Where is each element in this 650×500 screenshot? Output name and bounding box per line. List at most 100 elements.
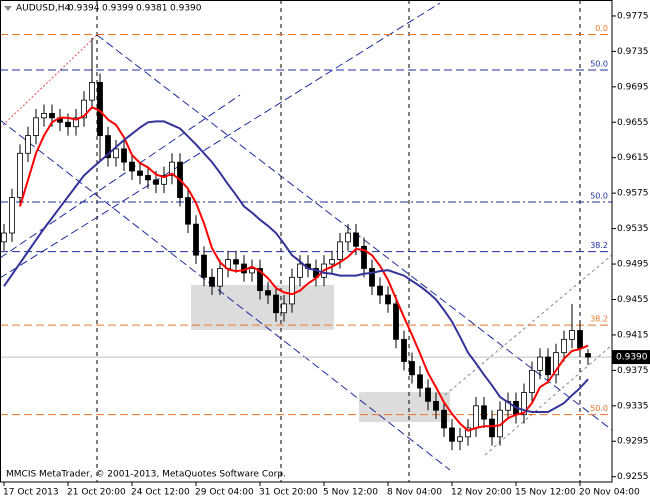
candle-body: [185, 197, 191, 225]
candle-body: [537, 356, 543, 371]
current-price-box: [612, 350, 650, 365]
candle-body: [377, 285, 383, 296]
candle-body: [353, 232, 359, 247]
candle-body: [9, 197, 15, 234]
y-tick-label: 0.9535: [617, 224, 649, 234]
symbol: AUDUSD,H4: [16, 4, 71, 14]
candle-body: [161, 175, 167, 185]
y-tick-label: 0.9455: [617, 295, 649, 305]
candle-body: [449, 427, 455, 442]
candle-body: [393, 303, 399, 340]
candle-body: [113, 148, 119, 159]
y-tick-label: 0.9415: [617, 330, 649, 340]
y-tick-label: 0.9375: [617, 366, 649, 376]
channel-line: [96, 34, 613, 431]
y-tick-label: 0.9255: [617, 472, 649, 482]
copyright: MMCIS MetaTrader, © 2001-2013, MetaQuote…: [6, 470, 286, 480]
candle-body: [489, 418, 495, 438]
candle-body: [337, 241, 343, 261]
candle-body: [553, 352, 559, 376]
x-tick-label: 29 Oct 04:00: [195, 488, 254, 498]
y-tick-label: 0.9335: [617, 401, 649, 411]
candle-body: [577, 330, 583, 349]
candle-body: [441, 409, 447, 429]
candle-body: [153, 179, 159, 185]
candle-body: [1, 232, 7, 243]
y-tick-label: 0.9575: [617, 189, 649, 199]
channel-line: [0, 119, 451, 471]
candle-body: [81, 99, 87, 119]
level-label: 38.2: [590, 241, 608, 250]
candle-body: [545, 356, 551, 376]
open-price: 0.9394: [68, 4, 100, 14]
y-tick-label: 0.9775: [617, 11, 649, 21]
candle-body: [137, 170, 143, 176]
candle-body: [217, 268, 223, 287]
plot: [0, 34, 612, 451]
candle-body: [121, 148, 127, 163]
x-tick-label: 17 Oct 2013: [3, 488, 59, 498]
y-tick-label: 0.9615: [617, 153, 649, 163]
candle-body: [273, 294, 279, 314]
x-tick-label: 24 Oct 12:00: [131, 488, 190, 498]
y-tick-label: 0.9655: [617, 118, 649, 128]
x-tick-label: 31 Oct 20:00: [259, 488, 318, 498]
candle-body: [369, 268, 375, 287]
x-tick-label: 5 Nov 12:00: [323, 488, 378, 498]
level-label: 0.0: [595, 24, 608, 33]
moving-average: [19, 105, 589, 432]
y-tick-label: 0.9735: [617, 47, 649, 57]
candle-body: [89, 82, 95, 101]
candle-body: [73, 117, 79, 128]
candle-body: [521, 392, 527, 416]
candle-body: [569, 330, 575, 340]
x-tick-label: 21 Oct 20:00: [67, 488, 126, 498]
low-price: 0.9381: [136, 4, 168, 14]
candle-body: [329, 259, 335, 265]
candle-body: [265, 290, 271, 296]
candle-body: [249, 268, 255, 274]
level-label: 50.0: [590, 404, 608, 413]
channel-line: [0, 2, 441, 279]
candle-body: [529, 369, 535, 393]
candle-body: [129, 161, 135, 172]
candle-body: [345, 232, 351, 243]
candle-body: [193, 223, 199, 256]
candle-body: [425, 387, 431, 402]
candle-body: [297, 263, 303, 278]
candle-body: [209, 276, 215, 287]
candle-body: [361, 245, 367, 269]
channel-line: [484, 344, 613, 456]
candle-body: [385, 294, 391, 305]
moving-average: [3, 120, 589, 413]
candle-body: [233, 259, 239, 265]
level-label: 38.2: [590, 315, 608, 324]
close-price: 0.9390: [170, 4, 202, 14]
level-label: 50.0: [590, 192, 608, 201]
candle-body: [41, 113, 47, 119]
x-tick-label: 20 Nov 04:00: [579, 488, 640, 498]
candle-body: [201, 254, 207, 278]
symbol-icon: [4, 6, 12, 11]
y-tick-label: 0.9695: [617, 82, 649, 92]
level-label: 50.0: [590, 59, 608, 68]
candle-body: [25, 135, 31, 154]
x-tick-label: 12 Nov 20:00: [451, 488, 512, 498]
y-tick-label: 0.9295: [617, 437, 649, 447]
highlight-box: [191, 285, 334, 330]
candle-body: [401, 338, 407, 362]
candle-body: [281, 303, 287, 314]
candle-body: [409, 361, 415, 376]
candle-body: [457, 436, 463, 442]
candle-body: [289, 276, 295, 305]
candle-body: [417, 374, 423, 389]
candle-body: [473, 405, 479, 429]
candle-body: [49, 113, 55, 119]
channel-line: [0, 94, 241, 259]
candle-body: [257, 268, 263, 292]
candle-body: [65, 121, 71, 128]
candle-body: [105, 135, 111, 159]
high-price: 0.9399: [102, 4, 134, 14]
candle-body: [585, 353, 591, 358]
